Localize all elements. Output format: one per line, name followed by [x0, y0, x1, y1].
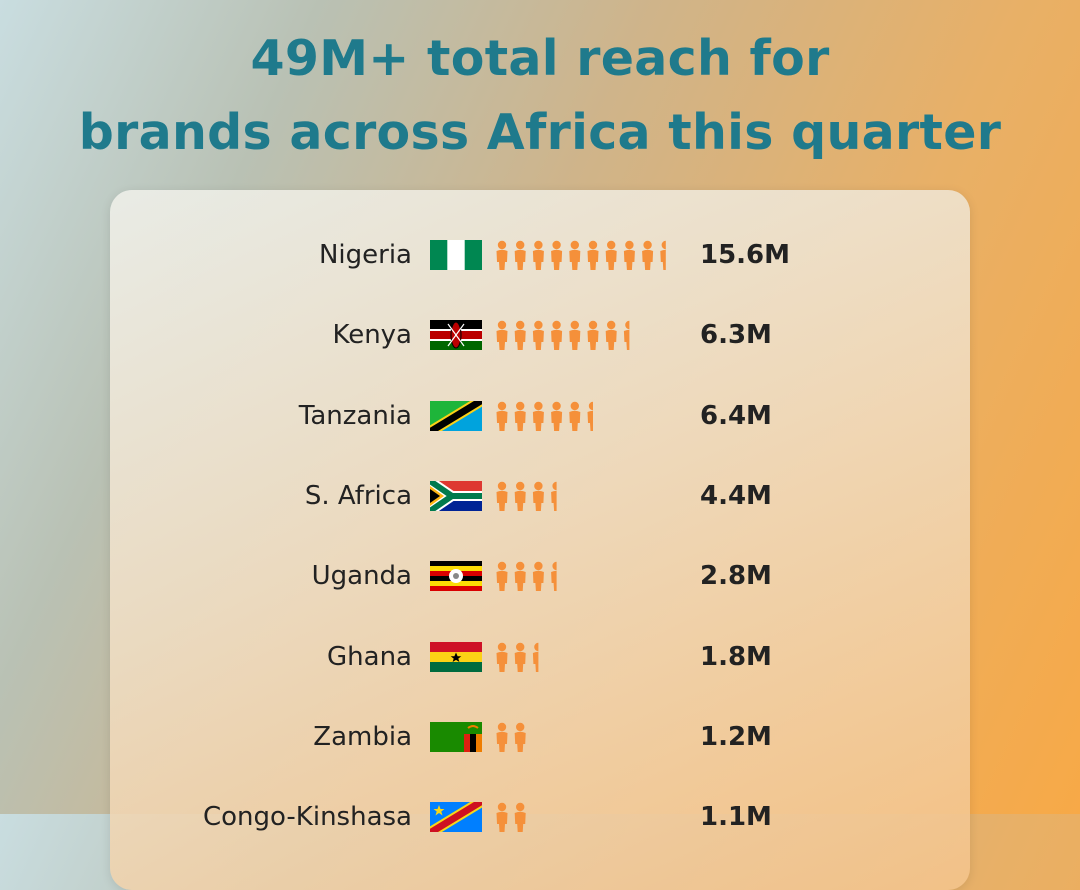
- person-icon: [587, 401, 593, 431]
- person-icon: [514, 321, 526, 351]
- category-label: Kenya: [332, 320, 412, 351]
- chart-row: Nigeria 15.6M: [110, 235, 970, 275]
- category-label: S. Africa: [304, 480, 412, 511]
- value-label: 1.2M: [700, 721, 772, 752]
- category-label: Ghana: [327, 641, 412, 672]
- person-icon: [532, 321, 544, 351]
- person-icon: [514, 561, 526, 592]
- pictograph-bar: [495, 561, 695, 592]
- chart-row: Tanzania 6.4M: [110, 396, 970, 436]
- person-icon: [532, 481, 544, 511]
- value-label: 6.3M: [700, 320, 772, 351]
- person-icon: [532, 642, 539, 672]
- pictograph-bar: [495, 481, 695, 511]
- chart-row: Zambia 1.2M: [110, 717, 970, 757]
- person-icon: [551, 481, 557, 511]
- pictograph-bar: [495, 722, 695, 752]
- flag-zambia-icon: [430, 721, 482, 752]
- flag-uganda-icon: [430, 561, 482, 592]
- person-icon: [496, 481, 508, 511]
- chart-row: Kenya 6.3M: [110, 315, 970, 355]
- chart-row: Ghana 1.8M: [110, 637, 970, 677]
- category-label: Nigeria: [318, 240, 412, 270]
- chart-row: Uganda 2.8M: [110, 556, 970, 596]
- person-icon: [605, 240, 617, 270]
- person-icon: [551, 561, 557, 592]
- person-icon: [623, 321, 630, 351]
- person-icon: [551, 401, 563, 431]
- person-icon: [514, 481, 526, 511]
- person-icon: [496, 401, 508, 431]
- value-label: 4.4M: [700, 480, 772, 511]
- category-label: Tanzania: [298, 400, 412, 431]
- person-icon: [514, 802, 526, 833]
- value-label: 15.6M: [700, 240, 791, 270]
- flag-drc-icon: [430, 802, 482, 833]
- chart-row: Congo-Kinshasa 1.1M: [110, 797, 970, 837]
- person-icon: [532, 561, 544, 592]
- chart-panel: Nigeria 15.6M Kenya 6.3M Tanzania 6.4M S. Afri…: [110, 190, 970, 890]
- flag-kenya-icon: [430, 320, 482, 351]
- flag-ghana-icon: [430, 641, 482, 672]
- person-icon: [496, 561, 508, 592]
- person-icon: [496, 321, 508, 351]
- title-line-2: brands across Africa this quarter: [78, 104, 1002, 161]
- person-icon: [496, 802, 508, 833]
- chart-title: 49M+ total reach for brands across Afric…: [0, 22, 1080, 170]
- person-icon: [551, 321, 563, 351]
- value-label: 1.1M: [700, 802, 772, 833]
- category-label: Congo-Kinshasa: [202, 802, 412, 833]
- person-icon: [514, 240, 526, 270]
- person-icon: [532, 401, 544, 431]
- person-icon: [569, 401, 581, 431]
- person-icon: [569, 240, 581, 270]
- pictograph-bar: [495, 802, 695, 833]
- value-label: 2.8M: [700, 561, 772, 592]
- pictograph-bar: [495, 642, 695, 672]
- title-line-1: 49M+ total reach for: [250, 30, 830, 87]
- chart-row: S. Africa 4.4M: [110, 476, 970, 516]
- pictograph-bar: [495, 240, 695, 270]
- person-icon: [496, 642, 508, 672]
- category-label: Uganda: [311, 561, 412, 592]
- pictograph-bar: [495, 320, 695, 351]
- person-icon: [623, 240, 635, 270]
- flag-south-africa-icon: [430, 480, 482, 511]
- person-icon: [587, 321, 599, 351]
- person-icon: [514, 642, 526, 672]
- person-icon: [551, 240, 563, 270]
- person-icon: [496, 722, 508, 752]
- person-icon: [587, 240, 599, 270]
- person-icon: [569, 321, 581, 351]
- person-icon: [605, 321, 617, 351]
- flag-tanzania-icon: [430, 400, 482, 431]
- person-icon: [514, 401, 526, 431]
- value-label: 6.4M: [700, 400, 772, 431]
- value-label: 1.8M: [700, 641, 772, 672]
- person-icon: [514, 722, 526, 752]
- person-icon: [660, 240, 666, 270]
- pictograph-bar: [495, 401, 695, 431]
- person-icon: [496, 240, 508, 270]
- person-icon: [642, 240, 654, 270]
- flag-nigeria-icon: [430, 240, 482, 270]
- person-icon: [532, 240, 544, 270]
- category-label: Zambia: [313, 721, 412, 752]
